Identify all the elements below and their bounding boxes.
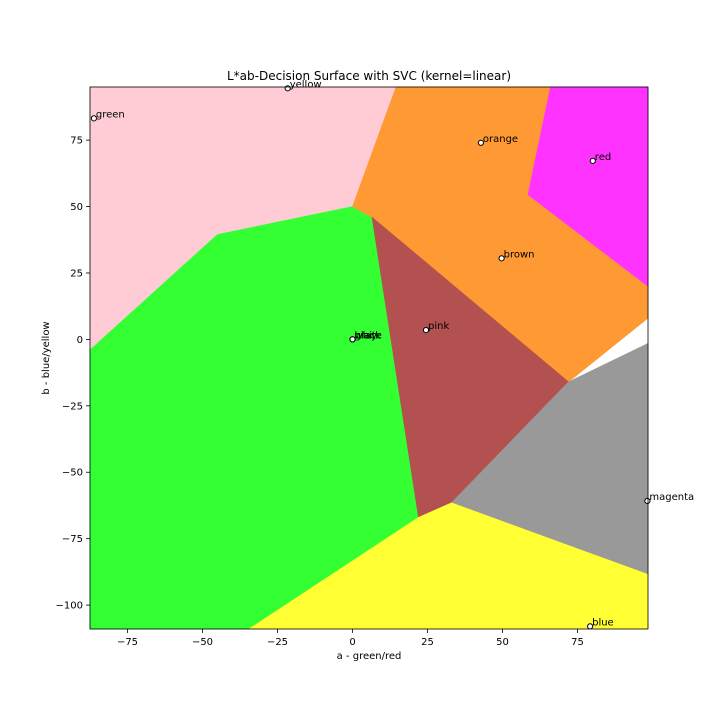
data-points: green yellow orange red brown pink blackwhiteg…: [90, 79, 694, 630]
point-label-blue: blue: [592, 617, 614, 628]
y-tick-label: −50: [62, 468, 83, 479]
point-magenta: [644, 497, 651, 505]
x-axis-label: a - green/red: [337, 651, 402, 662]
x-tick-label: −75: [117, 637, 138, 648]
y-tick-label: 75: [70, 136, 83, 147]
point-label-red: red: [595, 152, 611, 163]
point-label-orange: orange: [483, 134, 518, 145]
point-label-white: white: [355, 330, 382, 341]
point-orange: [477, 139, 484, 146]
decision-regions: [89, 86, 649, 630]
y-tick-label: 50: [70, 202, 83, 213]
y-axis-ticks: −100 −75 −50 −25 0 25 50 75: [56, 136, 90, 612]
plot-frame: [89, 86, 649, 630]
y-tick-label: −75: [62, 534, 83, 545]
point-label-black: black: [355, 330, 382, 341]
point-label-brown: brown: [504, 249, 535, 260]
point-pink: [422, 327, 430, 334]
point-red: [589, 157, 596, 164]
x-tick-label: −25: [267, 637, 288, 648]
point-label-gray: gray: [355, 330, 378, 341]
point-brown: [498, 255, 505, 262]
y-tick-label: −100: [56, 601, 83, 612]
y-axis-label: b - blue/yellow: [41, 321, 52, 394]
point-label-green: green: [96, 109, 125, 120]
point-label-pink: pink: [428, 321, 449, 332]
x-tick-label: 25: [421, 637, 434, 648]
y-tick-label: 25: [70, 268, 83, 279]
x-axis-ticks: −75 −50 −25 0 25 50 75: [117, 629, 584, 648]
chart-title: L*ab-Decision Surface with SVC (kernel=l…: [227, 69, 511, 83]
x-tick-label: 50: [496, 637, 509, 648]
x-tick-label: −50: [192, 637, 213, 648]
x-tick-label: 75: [571, 637, 584, 648]
y-tick-label: 0: [77, 335, 83, 346]
point-label-yellow: yellow: [290, 79, 322, 90]
point-green: [90, 115, 98, 122]
point-label-magenta: magenta: [649, 492, 694, 503]
x-tick-label: 0: [349, 637, 355, 648]
y-tick-label: −25: [62, 401, 83, 412]
point-gray: [349, 336, 356, 343]
